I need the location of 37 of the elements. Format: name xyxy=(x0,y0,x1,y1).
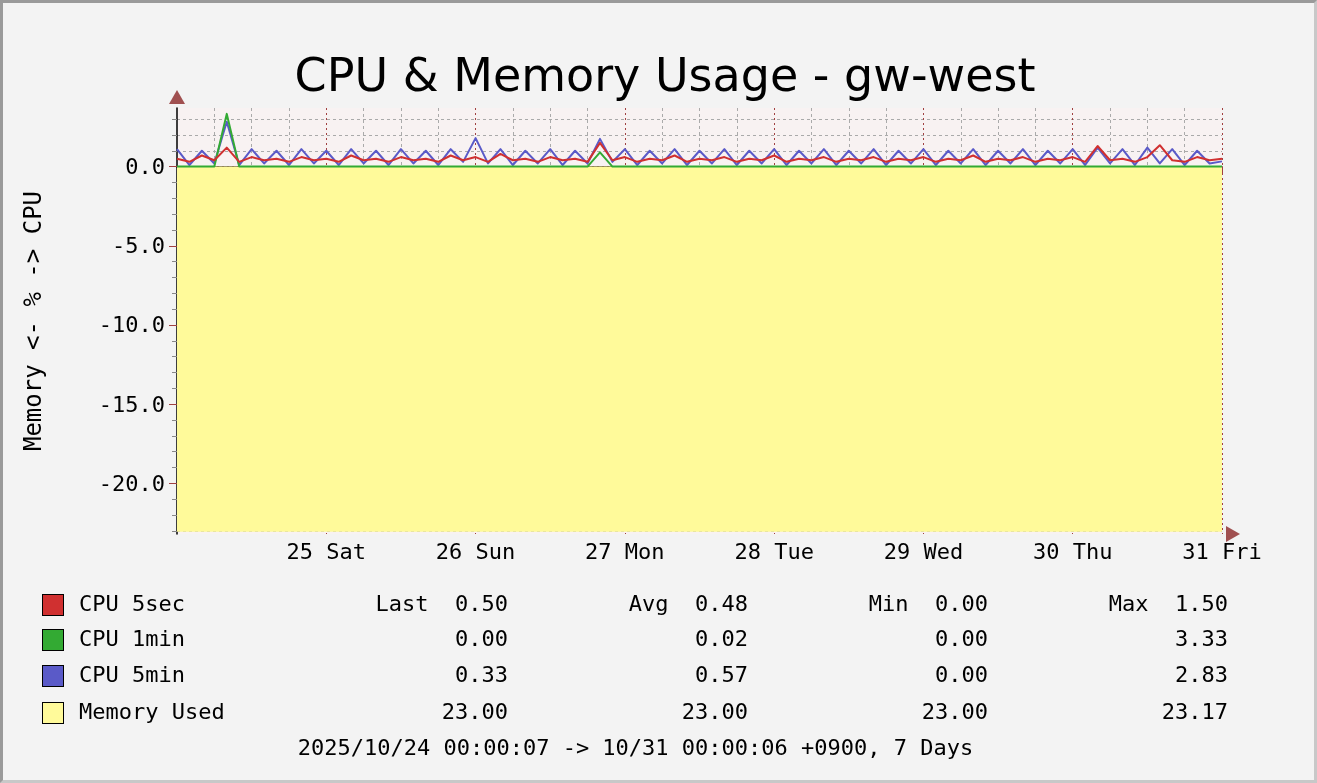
line-series xyxy=(176,120,1223,167)
text: Last 0.50 xyxy=(375,591,508,616)
x-tick-label: 27 Mon xyxy=(585,538,665,564)
x-tick-label: 31 Fri xyxy=(1182,538,1262,564)
text: Avg 0.48 xyxy=(628,591,748,616)
chart-title: CPU & Memory Usage - gw-west xyxy=(294,48,1036,102)
text: 0.02 xyxy=(695,626,748,652)
text: 2.83 xyxy=(1175,662,1228,688)
text: 2025/10/24 00:00:07 -> 10/31 00:00:06 +0900, 7 Days xyxy=(296,735,975,761)
text: 23.17 xyxy=(1161,699,1228,725)
text: 0.00 xyxy=(455,626,508,652)
line-series xyxy=(176,141,1223,163)
y-axis-title: Memory <- % -> CPU xyxy=(19,190,47,452)
legend-label: CPU 1min xyxy=(79,626,185,652)
x-tick-label: 26 Sun xyxy=(435,538,516,564)
text: 0.00 xyxy=(935,662,988,688)
x-tick-label: 28 Tue xyxy=(734,538,814,564)
text: 23.00 xyxy=(921,699,988,725)
y-tick-label: -5.0 xyxy=(112,233,165,259)
x-tick-label: 30 Thu xyxy=(1032,538,1113,564)
text: 23.00 xyxy=(441,699,508,725)
text: 0.00 xyxy=(935,626,988,652)
legend-label: CPU 5sec xyxy=(79,591,185,617)
legend-label: Memory Used xyxy=(79,699,225,725)
text: Max 1.50 xyxy=(1108,591,1228,616)
text: 3.33 xyxy=(1175,626,1228,652)
text: 0.33 xyxy=(455,662,508,688)
x-tick-label: 25 Sat xyxy=(286,538,367,564)
x-tick-label: 29 Wed xyxy=(883,538,964,564)
y-tick-label: -15.0 xyxy=(98,391,165,417)
y-tick-label: -10.0 xyxy=(98,312,165,338)
y-tick-label: -20.0 xyxy=(98,470,165,496)
y-tick-label: 0.0 xyxy=(125,154,165,180)
text: 23.00 xyxy=(681,699,748,725)
legend-label: CPU 5min xyxy=(79,662,185,688)
text: Min 0.00 xyxy=(868,591,988,616)
text: 0.57 xyxy=(695,662,748,688)
